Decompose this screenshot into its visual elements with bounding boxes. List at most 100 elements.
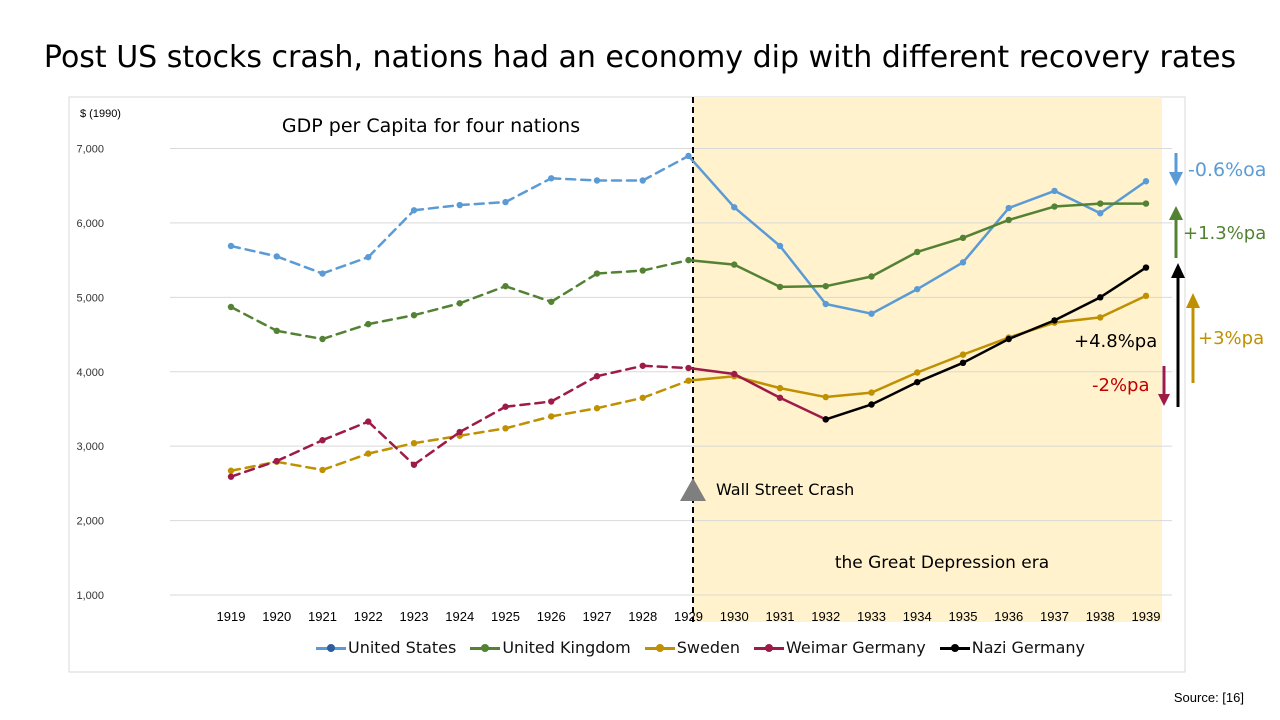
legend-item-weimar-germany: Weimar Germany xyxy=(754,638,926,657)
x-tick-label: 1921 xyxy=(308,609,337,624)
series-segment xyxy=(504,400,553,408)
weimar-rate-arrow-icon xyxy=(1158,366,1170,406)
series-segment xyxy=(458,427,507,437)
x-tick-label: 1933 xyxy=(857,609,886,624)
series-segment xyxy=(687,154,736,209)
uk-rate-label: +1.3%pa xyxy=(1183,223,1266,244)
series-segment xyxy=(458,200,507,207)
data-point xyxy=(548,398,555,405)
data-point xyxy=(456,300,463,307)
data-point xyxy=(868,401,875,408)
series-segment xyxy=(458,405,507,434)
data-point xyxy=(868,389,875,396)
series-segment xyxy=(1053,189,1102,215)
data-point xyxy=(365,320,372,328)
data-point xyxy=(319,335,326,343)
series-segment xyxy=(961,336,1010,356)
data-point xyxy=(822,282,829,290)
data-point xyxy=(1051,187,1058,195)
series-segment xyxy=(504,284,553,304)
x-tick-label: 1923 xyxy=(400,609,429,624)
series-united-kingdom xyxy=(227,200,1150,343)
data-point xyxy=(1051,317,1058,324)
data-point xyxy=(227,473,235,480)
legend-item-united-kingdom: United Kingdom xyxy=(470,638,631,657)
data-point xyxy=(959,351,967,358)
data-point xyxy=(685,256,692,264)
series-segment xyxy=(275,329,324,341)
x-tick-label: 1939 xyxy=(1132,609,1161,624)
series-segment xyxy=(641,379,690,400)
data-point xyxy=(639,267,646,274)
series-segment xyxy=(641,364,690,370)
data-point xyxy=(776,394,784,401)
legend-swatch-icon xyxy=(470,642,501,654)
data-point xyxy=(776,283,784,291)
series-segment xyxy=(229,244,278,258)
data-point xyxy=(410,311,418,319)
series-segment xyxy=(687,366,736,376)
series-segment xyxy=(1053,202,1102,208)
series-segment xyxy=(229,305,278,333)
series-segment xyxy=(824,391,873,399)
data-point xyxy=(365,418,372,425)
data-point xyxy=(959,259,967,266)
data-point xyxy=(868,273,875,280)
data-point xyxy=(1142,292,1150,300)
data-point xyxy=(914,285,921,293)
data-point xyxy=(410,439,418,447)
data-point xyxy=(1097,210,1104,217)
legend-swatch-icon xyxy=(754,642,784,654)
y-tick-label: 6,000 xyxy=(76,218,104,230)
data-point xyxy=(410,461,418,468)
series-segment xyxy=(367,313,416,326)
series-segment xyxy=(824,302,873,315)
data-point xyxy=(1005,335,1012,343)
series-segment xyxy=(687,258,736,266)
legend-swatch-icon xyxy=(316,642,346,654)
data-point xyxy=(914,248,921,256)
data-point xyxy=(1142,200,1150,207)
series-segment xyxy=(367,209,416,259)
series-segment xyxy=(412,430,461,467)
data-point xyxy=(502,425,509,432)
data-point xyxy=(868,310,875,317)
series-segment xyxy=(367,420,416,467)
data-point xyxy=(1051,203,1058,210)
x-tick-label: 1919 xyxy=(217,609,246,624)
data-point xyxy=(1142,264,1150,271)
data-point xyxy=(319,466,326,474)
data-point xyxy=(822,393,829,401)
series-segment xyxy=(595,396,644,410)
series-segment xyxy=(733,206,782,248)
x-tick-label: 1938 xyxy=(1086,609,1115,624)
series-segment xyxy=(412,203,461,212)
series-segment xyxy=(1099,266,1148,299)
slide-title: Post US stocks crash, nations had an eco… xyxy=(43,40,1237,75)
data-point xyxy=(959,359,967,367)
data-point xyxy=(365,450,372,457)
legend-item-nazi-germany: Nazi Germany xyxy=(939,638,1085,657)
legend-label: United States xyxy=(348,638,457,657)
data-point xyxy=(731,261,738,268)
series-segment xyxy=(687,374,736,382)
series-segment xyxy=(550,177,599,182)
series-segment xyxy=(1007,205,1056,222)
data-point xyxy=(502,403,509,410)
x-axis: 1919 1920 1921 1922 1923 1924 1925 1926 1927 1928… xyxy=(217,609,1161,624)
series-segment xyxy=(275,438,324,463)
data-point xyxy=(776,242,784,250)
data-point xyxy=(685,377,692,384)
legend-item-united-states: United States xyxy=(316,638,456,657)
legend-swatch-icon xyxy=(644,642,675,654)
data-point xyxy=(227,303,235,311)
series-segment xyxy=(916,261,965,291)
data-point xyxy=(548,413,555,420)
series-segment xyxy=(824,275,873,288)
data-point xyxy=(502,198,509,206)
data-point xyxy=(273,253,280,260)
data-point xyxy=(319,437,326,444)
series-segment xyxy=(321,322,370,341)
y-axis-label: $ (1990) xyxy=(80,108,121,120)
series-segment xyxy=(321,420,370,442)
